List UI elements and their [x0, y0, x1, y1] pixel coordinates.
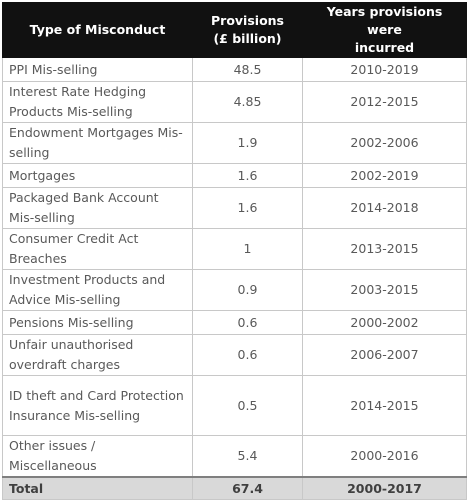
- table-row: ID theft and Card Protection Insurance M…: [2, 375, 467, 436]
- header-years-line2: incurred: [354, 40, 415, 55]
- years-cell: 2002-2006: [302, 122, 467, 164]
- total-label: Total: [2, 476, 193, 500]
- table-row: Endowment Mortgages Mis-selling 1.9 2002…: [2, 122, 467, 164]
- years-cell: 2014-2015: [302, 375, 467, 436]
- misconduct-type-cell: Pensions Mis-selling: [2, 310, 193, 335]
- table-row: Mortgages 1.6 2002-2019: [2, 163, 467, 188]
- years-cell: 2000-2002: [302, 310, 467, 335]
- provisions-cell: 1: [192, 228, 303, 270]
- header-provisions-line2: (£ billion): [213, 31, 282, 46]
- years-cell: 2013-2015: [302, 228, 467, 270]
- table-row: Interest Rate Hedging Products Mis-selli…: [2, 81, 467, 123]
- table-row: Investment Products and Advice Mis-selli…: [2, 269, 467, 311]
- misconduct-type-cell: Consumer Credit Act Breaches: [2, 228, 193, 270]
- years-cell: 2010-2019: [302, 57, 467, 82]
- header-years-line1: Years provisions were: [326, 4, 443, 37]
- total-years: 2000-2017: [302, 476, 467, 500]
- misconduct-type-cell: PPI Mis-selling: [2, 57, 193, 82]
- provisions-cell: 4.85: [192, 81, 303, 123]
- misconduct-type-cell: Packaged Bank Account Mis-selling: [2, 187, 193, 229]
- misconduct-type-cell: ID theft and Card Protection Insurance M…: [2, 375, 193, 436]
- provisions-cell: 48.5: [192, 57, 303, 82]
- misconduct-type-cell: Investment Products and Advice Mis-selli…: [2, 269, 193, 311]
- provisions-cell: 0.9: [192, 269, 303, 311]
- misconduct-type-cell: Endowment Mortgages Mis-selling: [2, 122, 193, 164]
- years-cell: 2014-2018: [302, 187, 467, 229]
- table-row: PPI Mis-selling 48.5 2010-2019: [2, 57, 467, 82]
- misconduct-type-cell: Other issues / Miscellaneous: [2, 435, 193, 478]
- misconduct-type-cell: Mortgages: [2, 163, 193, 188]
- years-cell: 2002-2019: [302, 163, 467, 188]
- provisions-cell: 5.4: [192, 435, 303, 478]
- total-row: Total 67.4 2000-2017: [2, 476, 467, 500]
- provisions-cell: 1.6: [192, 163, 303, 188]
- provisions-cell: 1.6: [192, 187, 303, 229]
- header-row: Type of Misconduct Provisions (£ billion…: [2, 2, 467, 58]
- provisions-cell: 0.5: [192, 375, 303, 436]
- table-row: Consumer Credit Act Breaches 1 2013-2015: [2, 228, 467, 270]
- years-cell: 2000-2016: [302, 435, 467, 478]
- header-years: Years provisions were incurred: [302, 2, 467, 58]
- total-provisions: 67.4: [192, 476, 303, 500]
- table-row: Unfair unauthorised overdraft charges 0.…: [2, 334, 467, 376]
- years-cell: 2012-2015: [302, 81, 467, 123]
- misconduct-type-cell: Interest Rate Hedging Products Mis-selli…: [2, 81, 193, 123]
- provisions-cell: 1.9: [192, 122, 303, 164]
- years-cell: 2006-2007: [302, 334, 467, 376]
- misconduct-type-cell: Unfair unauthorised overdraft charges: [2, 334, 193, 376]
- table-row: Packaged Bank Account Mis-selling 1.6 20…: [2, 187, 467, 229]
- table-row: Pensions Mis-selling 0.6 2000-2002: [2, 310, 467, 335]
- provisions-cell: 0.6: [192, 310, 303, 335]
- table-row: Other issues / Miscellaneous 5.4 2000-20…: [2, 435, 467, 478]
- years-cell: 2003-2015: [302, 269, 467, 311]
- header-provisions: Provisions (£ billion): [192, 2, 303, 58]
- provisions-cell: 0.6: [192, 334, 303, 376]
- header-provisions-line1: Provisions: [211, 13, 284, 28]
- header-type-of-misconduct: Type of Misconduct: [2, 2, 193, 58]
